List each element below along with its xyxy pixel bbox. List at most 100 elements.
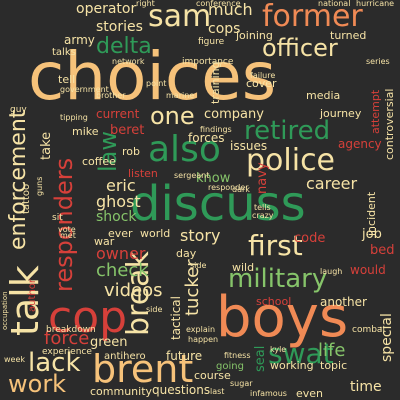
word-met: met: [60, 231, 76, 240]
word-police: police: [246, 143, 336, 178]
word-last: last: [210, 387, 225, 396]
word-bed: bed: [370, 243, 395, 258]
word-know: know: [196, 171, 231, 186]
word-mike: mike: [72, 125, 99, 138]
word-owner: owner: [96, 244, 146, 263]
word-brent: brent: [92, 347, 194, 391]
word-eric: eric: [106, 176, 136, 195]
word-happen: happen: [188, 335, 219, 344]
word-rob: rob: [122, 145, 140, 158]
word-swat: swat: [268, 337, 334, 370]
word-occupation: occupation: [1, 291, 9, 330]
word-one: one: [150, 102, 195, 130]
word-talk: talk: [3, 265, 47, 336]
word-listen: listen: [128, 167, 158, 180]
word-training: training: [209, 61, 222, 104]
word-company: company: [204, 107, 264, 122]
word-tells: tells: [254, 203, 271, 212]
word-another: another: [320, 295, 367, 309]
word-tactical: tactical: [169, 296, 183, 340]
word-former: former: [262, 0, 363, 34]
word-wild: wild: [232, 261, 255, 274]
word-ghost: ghost: [96, 192, 141, 211]
word-coffee: coffee: [82, 155, 116, 168]
word-government: government: [60, 85, 109, 94]
word-current: current: [96, 107, 140, 121]
word-side: side: [146, 305, 163, 314]
word-career: career: [306, 174, 358, 193]
word-much: much: [208, 0, 253, 19]
word-figure: figure: [198, 37, 225, 47]
word-green: green: [90, 335, 128, 350]
word-beret: beret: [110, 123, 145, 138]
word-joining: joining: [236, 29, 273, 42]
word-network: network: [112, 57, 145, 66]
word-work: work: [8, 370, 67, 398]
word-cop: cop: [48, 292, 128, 343]
word-operator: operator: [76, 1, 137, 17]
word-antihero: antihero: [104, 351, 146, 362]
word-cops: cops: [208, 21, 241, 37]
word-incident: incident: [365, 191, 378, 236]
word-tipping: tipping: [60, 113, 88, 122]
word-right: right: [136, 0, 155, 8]
word-ever: ever: [108, 227, 133, 240]
word-series: series: [366, 57, 390, 66]
word-dark: dark: [232, 185, 250, 194]
word-cover: cover: [246, 77, 277, 90]
word-importance: importance: [182, 57, 234, 67]
word-enforcement: enforcement: [6, 109, 31, 250]
word-lack: lack: [28, 348, 81, 378]
word-going: going: [216, 361, 244, 372]
word-vote: vote: [58, 225, 76, 234]
word-findings: findings: [200, 125, 232, 134]
word-military: military: [228, 264, 328, 294]
word-kyle: kyle: [270, 345, 287, 354]
word-side: side: [190, 261, 207, 270]
word-officer: officer: [262, 34, 338, 62]
word-take: take: [39, 131, 54, 160]
word-shock: shock: [96, 209, 137, 225]
word-author: author: [27, 279, 38, 312]
word-sugar: sugar: [230, 379, 253, 388]
word-tell: tell: [58, 73, 76, 86]
word-journey: journey: [320, 107, 362, 120]
word-code: code: [294, 231, 326, 246]
word-tattoo: tattoo: [21, 183, 32, 214]
word-forces: forces: [188, 131, 225, 145]
word-force: force: [44, 328, 90, 349]
word-responder: responder: [208, 183, 249, 192]
word-first: first: [248, 229, 303, 262]
word-choices: choices: [28, 38, 277, 115]
word-topic: topic: [320, 359, 348, 372]
word-explain: explain: [186, 325, 216, 334]
word-navy: navy: [255, 162, 270, 194]
word-infamous: infamous: [250, 389, 287, 398]
word-conference: conference: [196, 0, 241, 8]
word-media: media: [306, 89, 341, 102]
word-community: community: [90, 385, 153, 398]
word-turned: turned: [330, 29, 367, 42]
word-world: world: [140, 227, 171, 240]
word-stories: stories: [96, 19, 143, 35]
word-job: job: [362, 227, 382, 242]
word-issues: issues: [230, 139, 268, 153]
word-retired: retired: [244, 116, 331, 146]
word-also: also: [148, 129, 221, 170]
word-failure: failure: [250, 71, 276, 80]
word-discuss: discuss: [130, 176, 306, 232]
word-laugh: laugh: [320, 267, 343, 276]
word-questions: questions: [152, 383, 211, 397]
word-delta: delta: [96, 34, 152, 59]
word-talks: talks: [52, 47, 76, 58]
word-brother: brother: [96, 91, 126, 100]
word-time: time: [350, 379, 382, 395]
word-check: check: [96, 260, 149, 281]
word-day: day: [176, 247, 197, 260]
word-agency: agency: [338, 137, 382, 151]
word-attempt: attempt: [369, 89, 382, 134]
word-guy: guy: [10, 105, 27, 115]
word-even: even: [296, 387, 324, 400]
word-national: national: [318, 0, 351, 8]
